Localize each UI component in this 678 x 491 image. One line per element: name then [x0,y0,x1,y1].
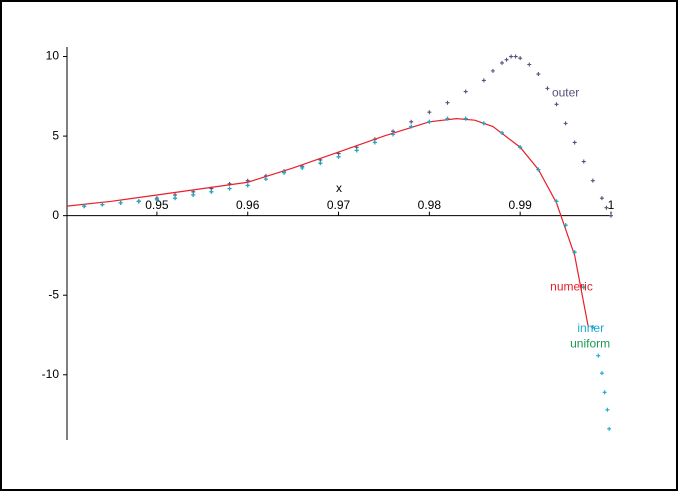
point [599,371,604,376]
point [154,197,159,202]
point [590,178,595,183]
point [602,390,607,395]
annotation: outer [552,85,579,99]
point [518,56,523,61]
y-tick-label: -5 [48,287,59,301]
point [427,110,432,115]
point [605,407,610,412]
annotation: uniform [570,337,610,351]
point [191,192,196,197]
point [136,199,141,204]
x-tick-label: 0.97 [327,198,351,212]
point [513,54,518,59]
point [572,250,577,255]
x-tick-label: 0.96 [236,198,260,212]
point [599,196,604,201]
point [391,132,396,137]
point [536,72,541,77]
point [604,205,609,210]
point [372,140,377,145]
point [500,60,505,65]
point [554,102,559,107]
point [445,116,450,121]
point [282,170,287,175]
annotation: numeric [550,279,593,293]
point [527,62,532,67]
annotation: inner [577,321,604,335]
point [245,183,250,188]
x-tick-label: 0.98 [418,198,442,212]
y-tick-label: 5 [52,128,59,142]
point [445,100,450,105]
point [490,68,495,73]
point [409,124,414,129]
point [518,145,523,150]
point [563,223,568,228]
y-tick-label: 0 [52,208,59,222]
point [590,325,595,330]
point [263,177,268,182]
point [545,86,550,91]
point [173,196,178,201]
point [463,116,468,121]
point [427,119,432,124]
point [581,285,586,290]
point [481,78,486,83]
point [572,140,577,145]
point [581,159,586,164]
point [354,148,359,153]
x-tick-label: 1 [608,198,615,212]
point [409,119,414,124]
x-tick-label: 0.95 [145,198,169,212]
point [118,200,123,205]
point [607,426,612,431]
y-tick-label: 10 [46,49,60,63]
point [318,161,323,166]
point [563,121,568,126]
point [536,167,541,172]
point [504,57,509,62]
point [227,186,232,191]
point [100,202,105,207]
point [209,189,214,194]
point [596,353,601,358]
x-tick-label: 0.99 [509,198,533,212]
point [336,154,341,159]
point [300,165,305,170]
point [609,213,613,218]
point [82,204,87,209]
point [463,89,468,94]
point [500,130,505,135]
point [554,199,559,204]
y-tick-label: -10 [42,367,60,381]
point [509,54,514,59]
point [481,121,486,126]
x-axis-label: x [336,181,342,195]
